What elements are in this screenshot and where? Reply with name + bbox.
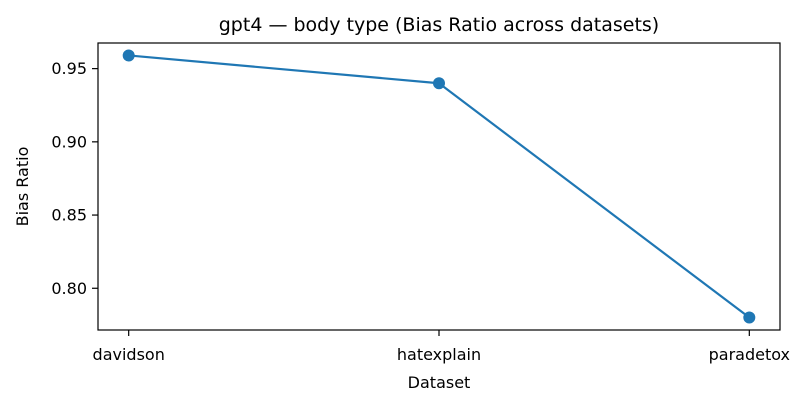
x-axis-label: Dataset — [408, 373, 471, 392]
data-point-hatexplain — [433, 77, 445, 90]
data-point-paradetox — [743, 311, 756, 324]
x-axis-ticks: davidson hatexplain paradetox — [93, 330, 790, 364]
plot-frame — [97, 42, 781, 331]
x-tick-label-hatexplain: hatexplain — [397, 345, 481, 364]
data-point-davidson — [122, 49, 135, 62]
series-line — [128, 54, 750, 319]
y-tick-label: 0.95 — [51, 59, 87, 78]
chart-title: gpt4 — body type (Bias Ratio across data… — [219, 14, 659, 36]
x-tick-label-davidson: davidson — [93, 345, 165, 364]
y-tick-label: 0.80 — [51, 279, 87, 298]
y-tick-label: 0.85 — [51, 206, 87, 225]
y-axis-ticks: 0.80 0.85 0.90 0.95 — [51, 59, 98, 298]
y-tick-label: 0.90 — [51, 132, 87, 151]
y-axis-label: Bias Ratio — [13, 147, 32, 227]
x-tick-label-paradetox: paradetox — [709, 345, 790, 364]
series-group — [122, 49, 756, 324]
